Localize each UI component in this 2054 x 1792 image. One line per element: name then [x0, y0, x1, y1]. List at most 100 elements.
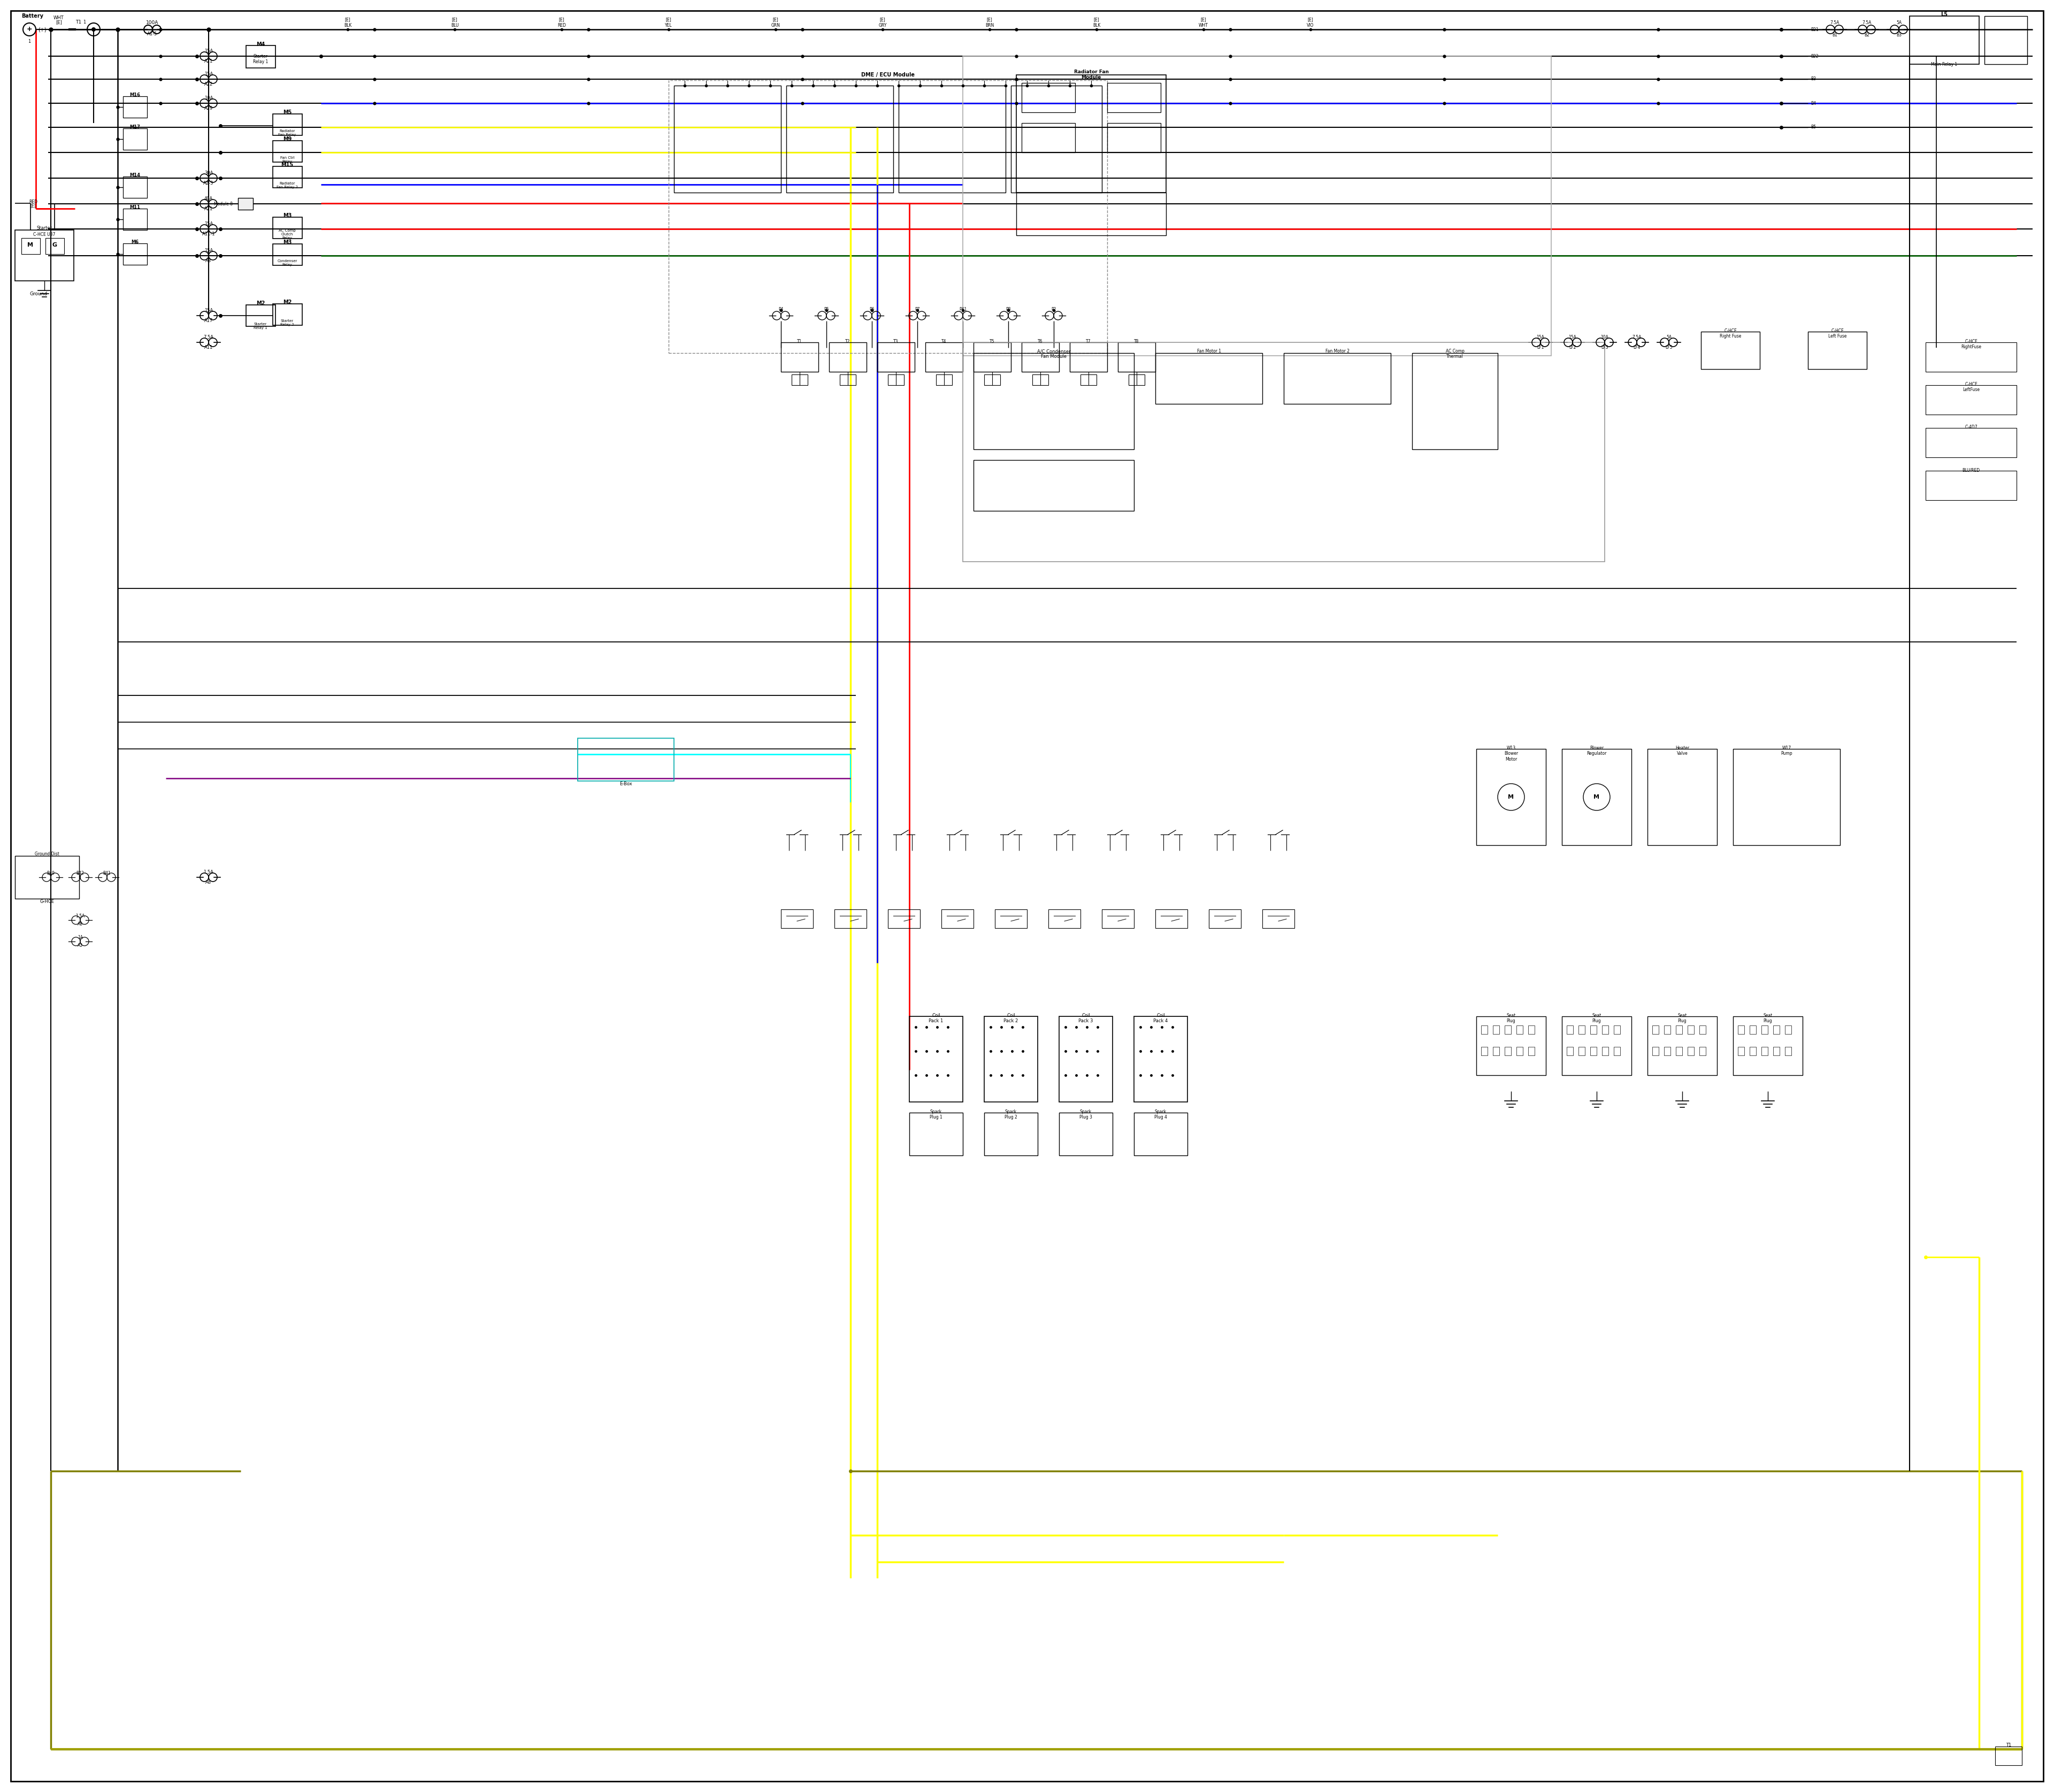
Text: 15A: 15A: [1569, 335, 1577, 340]
Bar: [123, 208, 148, 229]
Text: A21: A21: [203, 206, 214, 211]
Text: Coil
Pack 4: Coil Pack 4: [1154, 1012, 1169, 1023]
Text: P4: P4: [778, 306, 783, 312]
Text: M9: M9: [283, 136, 292, 142]
Bar: [123, 244, 148, 265]
Text: [E]
GRN: [E] GRN: [770, 18, 781, 27]
Text: Coil
Pack 3: Coil Pack 3: [1078, 1012, 1093, 1023]
Text: Starter: Starter: [37, 226, 51, 231]
Bar: [974, 353, 1134, 450]
Text: RED: RED: [29, 199, 37, 204]
Bar: [1128, 375, 1144, 385]
Bar: [273, 217, 302, 238]
Bar: [910, 1113, 963, 1156]
Bar: [1664, 1025, 1670, 1034]
Text: Starter
Relay 1: Starter Relay 1: [253, 54, 269, 65]
Text: M3: M3: [283, 213, 292, 219]
Text: Blower
Regulator: Blower Regulator: [1586, 745, 1606, 756]
Text: A17: A17: [203, 319, 214, 323]
Text: M2: M2: [283, 299, 292, 305]
Text: Radiator
Fan Relay 2: Radiator Fan Relay 2: [277, 181, 298, 188]
Text: M6: M6: [131, 240, 138, 244]
Bar: [45, 238, 64, 254]
Text: G: G: [51, 242, 58, 247]
Bar: [1284, 353, 1391, 403]
Bar: [1011, 86, 1101, 192]
Bar: [273, 115, 302, 136]
Text: M14: M14: [129, 172, 140, 177]
Text: 15A: 15A: [203, 249, 214, 253]
Bar: [887, 375, 904, 385]
Text: 30A: 30A: [203, 170, 214, 176]
Text: T8: T8: [1134, 339, 1140, 344]
Text: B21: B21: [1812, 27, 1818, 32]
Bar: [1070, 342, 1107, 371]
Text: LF4: LF4: [1633, 346, 1641, 349]
Bar: [1651, 1025, 1660, 1034]
Text: M16: M16: [129, 93, 140, 97]
Text: 40A: 40A: [203, 197, 214, 201]
Text: Module 8: Module 8: [214, 202, 232, 206]
Text: B22: B22: [1812, 54, 1818, 59]
Text: M3: M3: [283, 240, 292, 246]
Text: Ground: Ground: [29, 292, 47, 296]
Bar: [1734, 749, 1840, 846]
Text: A8: A8: [205, 258, 212, 263]
Bar: [273, 142, 302, 161]
Text: M5: M5: [283, 109, 292, 115]
Text: M: M: [1508, 794, 1514, 799]
Bar: [1647, 1016, 1717, 1075]
Bar: [1701, 332, 1760, 369]
Text: 15A: 15A: [1536, 335, 1545, 340]
Bar: [1481, 1025, 1487, 1034]
Text: [E]
BLK: [E] BLK: [343, 18, 351, 27]
Bar: [1567, 1025, 1573, 1034]
Text: [E]
BLU: [E] BLU: [450, 18, 458, 27]
Bar: [1413, 353, 1497, 450]
Bar: [840, 375, 857, 385]
Text: [E]
YEL: [E] YEL: [665, 18, 672, 27]
Text: C-HCE
RightFuse: C-HCE RightFuse: [1962, 339, 1982, 349]
Text: WHT: WHT: [53, 16, 64, 20]
Text: T4: T4: [941, 339, 947, 344]
Bar: [1567, 1047, 1573, 1055]
Text: [E]: [E]: [55, 20, 62, 25]
Text: P41: P41: [959, 306, 967, 312]
Text: Spark
Plug 2: Spark Plug 2: [1004, 1109, 1017, 1120]
Text: Spark
Plug 3: Spark Plug 3: [1080, 1109, 1093, 1120]
Bar: [830, 342, 867, 371]
Text: B3: B3: [1812, 77, 1816, 82]
Text: Coil
Pack 2: Coil Pack 2: [1004, 1012, 1019, 1023]
Text: 10A: 10A: [203, 95, 214, 100]
Bar: [963, 342, 1604, 561]
Text: W17
Pump: W17 Pump: [1781, 745, 1793, 756]
Bar: [1263, 909, 1294, 928]
Bar: [781, 342, 817, 371]
Bar: [1602, 1047, 1608, 1055]
Text: T1: T1: [2007, 1744, 2011, 1747]
Text: P5: P5: [824, 306, 830, 312]
Bar: [1984, 16, 2027, 65]
Text: M2: M2: [257, 301, 265, 306]
Text: M: M: [1594, 794, 1600, 799]
Bar: [670, 81, 1107, 353]
Text: +: +: [27, 25, 33, 32]
Bar: [781, 909, 813, 928]
Bar: [834, 909, 867, 928]
Circle shape: [92, 27, 97, 32]
Text: M11: M11: [129, 204, 140, 210]
Text: T3: T3: [893, 339, 898, 344]
Text: Radiator Fan
Module: Radiator Fan Module: [1074, 70, 1109, 81]
Bar: [937, 375, 953, 385]
Bar: [941, 909, 974, 928]
Bar: [1021, 82, 1074, 113]
Bar: [1614, 1047, 1621, 1055]
Text: T6: T6: [1037, 339, 1043, 344]
Text: 15A: 15A: [203, 72, 214, 77]
Text: 1A: 1A: [78, 935, 82, 939]
Text: Condenser
Relay: Condenser Relay: [277, 260, 298, 267]
Text: B41: B41: [103, 871, 111, 876]
Bar: [791, 375, 807, 385]
Text: C-HCE
Left Fuse: C-HCE Left Fuse: [1828, 328, 1847, 339]
Bar: [910, 1016, 963, 1102]
